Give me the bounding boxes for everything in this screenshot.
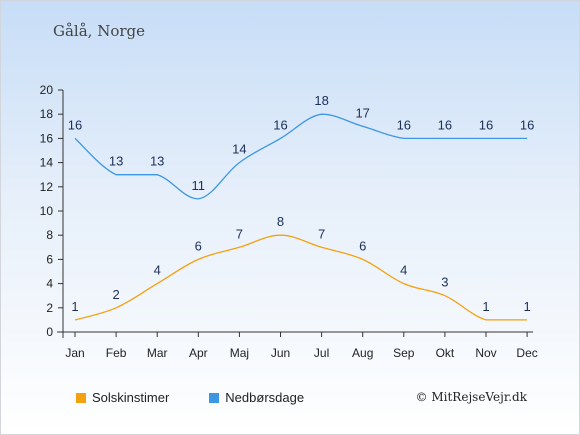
legend: Solskinstimer Nedbørsdage [76,390,344,405]
legend-item-sun: Solskinstimer [76,390,169,405]
x-tick-label: Jul [314,346,329,360]
y-tick-label: 12 [40,180,54,194]
x-tick-label: Jan [65,346,84,360]
x-tick-label: Mar [147,346,168,360]
data-label-rain: 11 [192,178,206,193]
data-label-sun: 7 [318,226,325,241]
data-label-sun: 4 [400,263,407,278]
data-label-rain: 16 [68,117,82,132]
legend-label-rain: Nedbørsdage [225,390,305,405]
data-label-sun: 7 [236,226,243,241]
data-label-sun: 8 [277,214,284,229]
y-tick-label: 18 [40,107,54,121]
data-label-sun: 1 [482,299,489,314]
y-tick-label: 2 [46,301,53,315]
x-tick-label: Aug [352,346,373,360]
x-tick-label: Apr [189,346,208,360]
series-line-sun [74,234,528,321]
legend-swatch-rain [209,392,220,403]
data-label-rain: 14 [232,142,246,157]
data-label-rain: 16 [479,117,493,132]
legend-item-rain: Nedbørsdage [209,390,304,405]
y-tick-label: 10 [40,204,54,218]
data-label-sun: 3 [441,275,448,290]
data-label-sun: 1 [71,299,78,314]
chart-title: Gålå, Norge [53,22,146,40]
data-label-rain: 16 [397,117,411,132]
data-label-rain: 16 [520,117,534,132]
legend-label-sun: Solskinstimer [92,390,170,405]
data-label-sun: 4 [154,263,161,278]
legend-swatch-sun [76,392,86,403]
y-tick-label: 14 [40,156,54,170]
x-tick-label: Okt [436,346,455,360]
data-label-sun: 2 [112,287,119,302]
series-layer [74,113,528,321]
y-tick-label: 0 [46,325,53,339]
data-label-rain: 17 [355,105,369,120]
data-label-sun: 6 [195,238,202,253]
y-tick-label: 16 [40,131,54,145]
x-tick-label: Maj [230,346,249,360]
y-tick-label: 20 [40,83,54,97]
data-label-sun: 6 [359,238,366,253]
data-label-rain: 13 [109,154,123,169]
y-tick-label: 4 [46,277,53,291]
x-tick-label: Sep [393,346,415,360]
x-tick-label: Dec [516,346,537,360]
data-label-sun: 1 [523,299,530,314]
x-tick-label: Feb [106,346,127,360]
data-label-rain: 16 [438,117,452,132]
x-tick-label: Jun [271,346,290,360]
series-line-rain [74,113,528,200]
y-tick-label: 8 [46,228,53,242]
data-label-rain: 16 [273,117,287,132]
data-label-rain: 13 [150,154,164,169]
x-tick-label: Nov [475,346,496,360]
copyright-text: © MitRejseVejr.dk [415,390,527,404]
data-label-rain: 18 [314,93,328,108]
y-tick-label: 6 [46,252,53,266]
